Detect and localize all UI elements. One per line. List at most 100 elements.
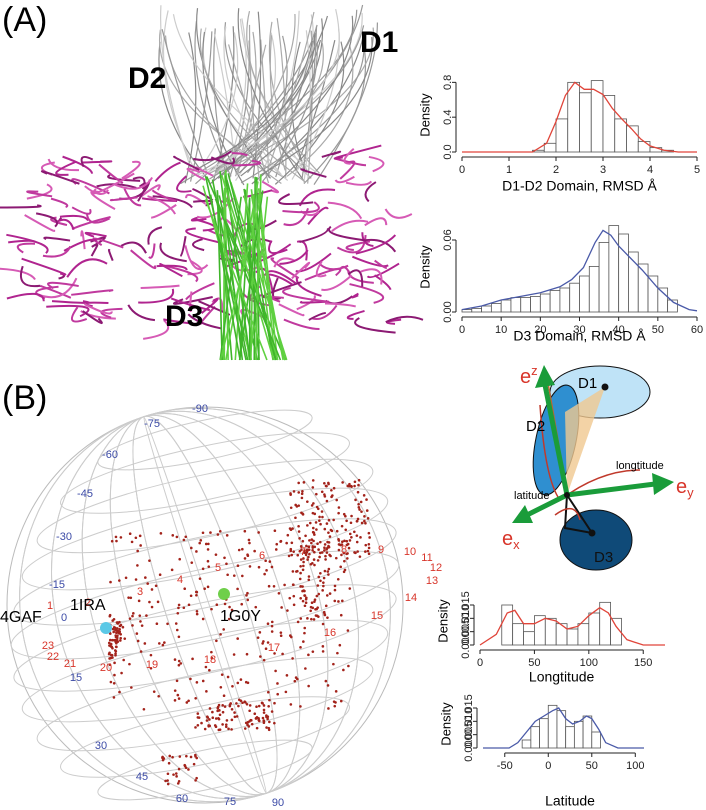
point xyxy=(150,605,154,609)
strand xyxy=(360,268,383,285)
bar xyxy=(565,726,575,749)
point xyxy=(227,727,230,731)
strand xyxy=(274,41,345,185)
point xyxy=(317,592,321,596)
point xyxy=(177,659,181,663)
point xyxy=(357,503,360,506)
strand xyxy=(199,28,307,183)
y-tick-label: 0.010 xyxy=(460,605,472,633)
point xyxy=(338,643,342,647)
x-tick-label: 100 xyxy=(626,760,644,772)
point xyxy=(241,547,244,551)
point xyxy=(130,686,133,689)
point xyxy=(246,553,249,557)
point xyxy=(346,542,350,546)
strand xyxy=(373,274,392,291)
point xyxy=(166,622,169,626)
strand xyxy=(345,180,373,186)
point xyxy=(288,596,292,600)
point xyxy=(273,529,277,533)
meridian xyxy=(19,407,391,803)
point xyxy=(118,579,121,582)
strand xyxy=(279,249,309,265)
latitude-label: 15 xyxy=(70,672,82,684)
point xyxy=(359,500,363,504)
point xyxy=(290,541,294,545)
structure-label: D2 xyxy=(128,62,166,95)
bar xyxy=(539,293,551,313)
bar xyxy=(523,631,535,646)
strand xyxy=(43,236,71,242)
parallel xyxy=(13,518,397,626)
d3-ellipse xyxy=(559,509,633,571)
point xyxy=(143,642,147,645)
point xyxy=(192,762,196,766)
panel-label: (B) xyxy=(2,379,47,417)
y-tick-label: 0.005 xyxy=(463,721,475,749)
point xyxy=(179,662,183,665)
point xyxy=(301,490,304,493)
point xyxy=(266,717,269,721)
point xyxy=(302,589,306,592)
point xyxy=(302,564,305,568)
density-curve xyxy=(461,229,698,312)
longitude-label: 9 xyxy=(378,544,384,556)
point-label: 4GAF xyxy=(0,609,42,626)
point xyxy=(262,704,266,707)
strand xyxy=(210,156,235,165)
point xyxy=(225,534,229,537)
bar xyxy=(626,125,639,153)
strand xyxy=(123,188,142,207)
point xyxy=(292,490,296,493)
point xyxy=(262,640,265,643)
strand xyxy=(193,34,316,172)
point xyxy=(175,628,179,632)
x-tick-label: 4 xyxy=(647,164,653,176)
point xyxy=(236,637,239,640)
x-tick-label: 50 xyxy=(652,324,664,336)
strand xyxy=(384,208,413,219)
point xyxy=(316,584,320,587)
point xyxy=(320,551,324,554)
point xyxy=(131,614,134,618)
point xyxy=(337,506,341,509)
point xyxy=(166,779,169,782)
point xyxy=(294,503,297,507)
strand xyxy=(90,190,116,211)
point xyxy=(201,531,205,535)
point xyxy=(150,588,154,591)
point xyxy=(108,632,112,635)
point xyxy=(262,719,266,722)
point xyxy=(321,645,325,648)
point xyxy=(357,478,361,482)
strand xyxy=(354,317,396,334)
point xyxy=(176,782,180,785)
point xyxy=(343,539,346,543)
point xyxy=(139,544,142,547)
strand xyxy=(304,268,342,281)
point xyxy=(139,650,143,653)
point xyxy=(115,621,119,624)
point xyxy=(293,679,297,683)
point xyxy=(257,704,261,708)
longitude-label: 3 xyxy=(137,586,143,598)
point xyxy=(333,704,337,708)
x-tick-label: 0 xyxy=(459,164,465,176)
strand xyxy=(47,281,79,290)
point xyxy=(313,545,317,549)
point xyxy=(248,709,251,713)
strand xyxy=(270,257,300,279)
point xyxy=(302,640,305,643)
point xyxy=(326,616,329,619)
latitude-label: -75 xyxy=(144,418,160,430)
strand xyxy=(278,303,305,317)
point xyxy=(250,722,254,726)
point xyxy=(115,636,119,640)
strand xyxy=(247,35,288,174)
point xyxy=(178,557,182,561)
x-tick-label: 0 xyxy=(545,760,551,772)
strand xyxy=(160,5,194,174)
point xyxy=(327,482,330,486)
point xyxy=(114,653,117,657)
point xyxy=(355,540,359,544)
